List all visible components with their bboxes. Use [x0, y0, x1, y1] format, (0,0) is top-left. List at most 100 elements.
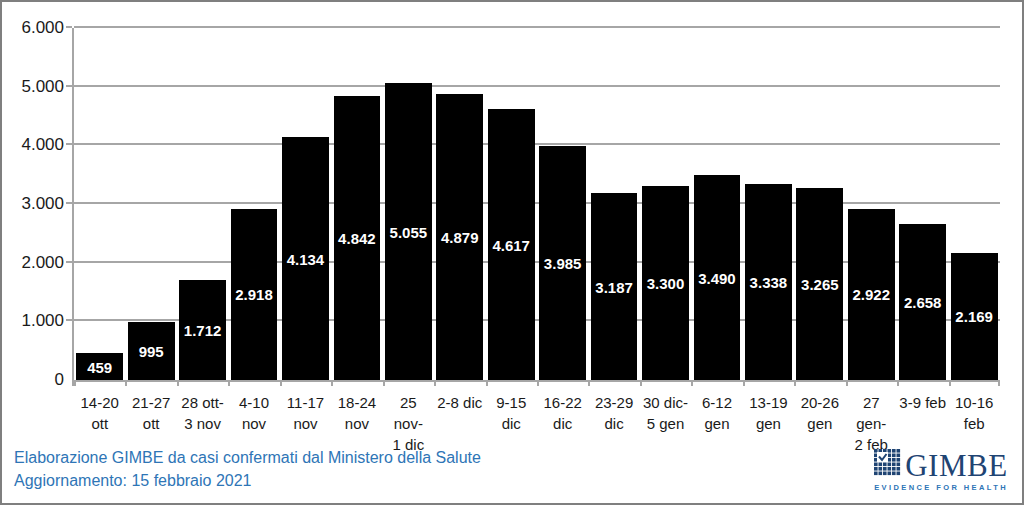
x-axis-label: 23-29dic	[588, 392, 639, 455]
x-axis-label: 6-12gen	[691, 392, 742, 455]
bar-slot: 4.879	[434, 28, 485, 380]
chart-frame: 0 1.000 2.000 3.000 4.000 5.000 6.000 459 995 1.…	[0, 0, 1024, 505]
y-axis-tick-label: 6.000	[2, 18, 64, 38]
x-axis-tick	[998, 380, 1000, 386]
footer-notes: Elaborazione GIMBE da casi confermati da…	[14, 446, 481, 492]
bar: 3.187	[591, 193, 638, 380]
bar-value-label: 3.187	[595, 278, 633, 295]
bar: 3.338	[745, 184, 792, 380]
y-axis-tick-label: 4.000	[2, 135, 64, 155]
bar-value-label: 3.265	[801, 276, 839, 293]
x-axis-tick	[588, 380, 590, 386]
x-axis-tick	[640, 380, 642, 386]
bar-value-label: 2.922	[852, 286, 890, 303]
bar: 4.617	[488, 109, 535, 380]
gimbe-logo: GIMBE EVIDENCE FOR HEALTH	[874, 449, 1008, 492]
bar-value-label: 4.617	[492, 236, 530, 253]
x-axis-tick	[280, 380, 282, 386]
x-axis-tick	[897, 380, 899, 386]
x-axis-tick	[537, 380, 539, 386]
bar-slot: 3.338	[743, 28, 794, 380]
x-axis-tick	[228, 380, 230, 386]
bar-slot: 2.922	[846, 28, 897, 380]
bar: 2.922	[848, 209, 895, 380]
bar: 3.985	[539, 146, 586, 380]
y-axis-tick	[66, 143, 72, 145]
bar: 4.134	[282, 137, 329, 380]
x-axis-tick	[743, 380, 745, 386]
y-axis-tick-label: 1.000	[2, 311, 64, 331]
bar-slot: 3.187	[588, 28, 639, 380]
y-axis-tick	[66, 26, 72, 28]
y-axis-tick-label: 3.000	[2, 194, 64, 214]
bar: 2.918	[231, 209, 278, 380]
bar-slot: 459	[74, 28, 125, 380]
x-axis-tick	[434, 380, 436, 386]
bar-value-label: 1.712	[184, 321, 222, 338]
y-axis-tick	[66, 319, 72, 321]
bar-value-label: 3.490	[698, 269, 736, 286]
gimbe-logo-wordmark: GIMBE	[905, 452, 1007, 480]
bar-value-label: 2.658	[904, 294, 942, 311]
gimbe-logo-tagline: EVIDENCE FOR HEALTH	[874, 483, 1008, 492]
x-axis-line	[72, 380, 1000, 382]
bar-slot: 2.918	[228, 28, 279, 380]
bar-value-label: 4.134	[287, 250, 325, 267]
bar: 1.712	[179, 280, 226, 380]
bar-value-label: 3.300	[647, 275, 685, 292]
x-axis-tick	[949, 380, 951, 386]
bar-value-label: 4.879	[441, 228, 479, 245]
bar-slot: 4.842	[331, 28, 382, 380]
bar-slot: 3.300	[640, 28, 691, 380]
x-axis-label: 27 gen-2 feb	[846, 392, 897, 455]
bar-value-label: 2.918	[235, 286, 273, 303]
bar-slot: 2.658	[897, 28, 948, 380]
bar-value-label: 4.842	[338, 229, 376, 246]
bar: 4.879	[436, 94, 483, 380]
bar-slot: 995	[125, 28, 176, 380]
x-axis-tick	[177, 380, 179, 386]
bar: 2.169	[951, 253, 998, 380]
x-axis-label: 9-15dic	[486, 392, 537, 455]
y-axis-tick	[66, 202, 72, 204]
bar-value-label: 3.985	[544, 255, 582, 272]
x-axis-tick	[74, 380, 76, 386]
y-axis-tick-label: 5.000	[2, 77, 64, 97]
bar: 3.265	[796, 188, 843, 380]
x-axis-tick	[383, 380, 385, 386]
bar-slot: 4.134	[280, 28, 331, 380]
bar: 995	[128, 322, 175, 380]
bar-slot: 5.055	[383, 28, 434, 380]
x-axis-tick	[125, 380, 127, 386]
y-axis-tick	[66, 261, 72, 263]
y-axis: 01.0002.0003.0004.0005.0006.000	[2, 28, 64, 380]
x-axis-tick	[331, 380, 333, 386]
y-axis-tick	[66, 85, 72, 87]
bar: 2.658	[899, 224, 946, 380]
bar-slot: 1.712	[177, 28, 228, 380]
bar-slot: 3.490	[691, 28, 742, 380]
bar: 3.300	[642, 186, 689, 380]
bar-slot: 2.169	[948, 28, 999, 380]
bar-value-label: 2.169	[955, 308, 993, 325]
bar-value-label: 459	[87, 358, 112, 375]
x-axis-label: 16-22dic	[537, 392, 588, 455]
bar-value-label: 5.055	[390, 223, 428, 240]
x-axis-label: 30 dic-5 gen	[640, 392, 691, 455]
update-note: Aggiornamento: 15 febbraio 2021	[14, 469, 481, 492]
y-axis-tick-label: 2.000	[2, 253, 64, 273]
plot-area: 459 995 1.712 2.918 4.134 4.842 5.055 4.879 4.61…	[74, 28, 1000, 380]
bar-value-label: 995	[139, 342, 164, 359]
x-axis-label: 13-19gen	[743, 392, 794, 455]
x-axis-tick	[691, 380, 693, 386]
x-axis-tick	[794, 380, 796, 386]
bar-series: 459 995 1.712 2.918 4.134 4.842 5.055 4.879 4.61…	[74, 28, 1000, 380]
gimbe-grid-check-icon	[874, 449, 901, 480]
x-axis-label: 20-26gen	[794, 392, 845, 455]
y-axis-tick-label: 0	[2, 370, 64, 390]
bar-slot: 3.265	[794, 28, 845, 380]
source-note: Elaborazione GIMBE da casi confermati da…	[14, 446, 481, 469]
bar: 4.842	[334, 96, 381, 380]
bar: 3.490	[694, 175, 741, 380]
x-axis-label: 3-9 feb	[897, 392, 948, 455]
